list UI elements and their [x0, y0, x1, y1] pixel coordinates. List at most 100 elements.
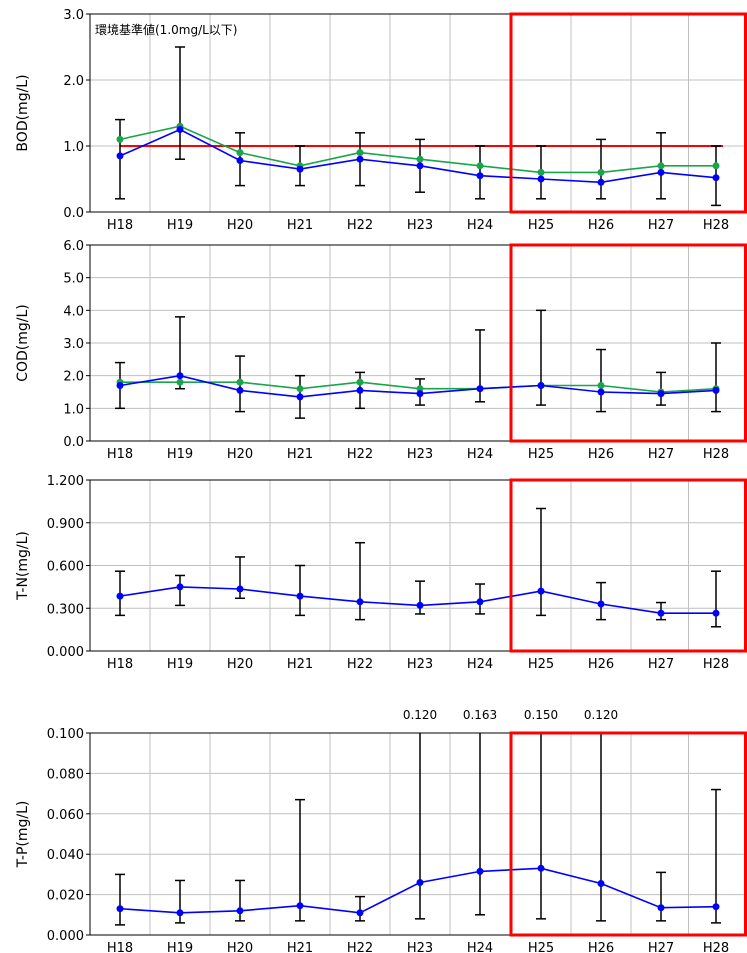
x-tick-label: H24	[467, 447, 493, 462]
data-point-blue	[597, 178, 605, 186]
y-axis-label: T-P(mg/L)	[15, 801, 31, 869]
x-tick-label: H22	[347, 657, 373, 672]
x-tick-label: H26	[588, 941, 614, 953]
x-tick-label: H25	[528, 447, 554, 462]
data-point-blue	[296, 393, 304, 401]
x-tick-label: H21	[287, 447, 313, 462]
data-point-blue	[116, 905, 124, 913]
data-point-blue	[356, 386, 364, 394]
data-point-blue	[416, 879, 424, 886]
x-tick-label: H24	[467, 657, 493, 672]
x-tick-label: H27	[648, 657, 674, 672]
data-point-blue	[476, 172, 484, 180]
data-point-green	[236, 149, 244, 157]
panel-0: 0.0 1.0 2.0 3.0 H18 H19 H20 H21 H22 H23 H24 H25 H26 H…	[15, 8, 747, 233]
data-point-blue	[657, 904, 665, 912]
series-line-blue	[119, 128, 717, 184]
x-tick-label: H20	[227, 657, 253, 672]
y-axis-label: BOD(mg/L)	[15, 74, 31, 151]
data-point-blue	[416, 390, 424, 398]
clipped-max-label: 0.163	[463, 708, 497, 722]
data-point-blue	[476, 598, 484, 606]
x-tick-label: H26	[588, 447, 614, 462]
data-point-green	[356, 378, 364, 386]
series-line-blue	[119, 586, 716, 615]
data-point-green	[476, 162, 484, 170]
y-tick-label: 0.080	[47, 767, 84, 782]
y-tick-label: 0.0	[63, 206, 84, 221]
x-tick-label: H18	[107, 941, 133, 953]
y-tick-label: 5.0	[63, 272, 84, 287]
data-point-green	[416, 155, 424, 163]
y-tick-label: 0.300	[47, 602, 84, 617]
y-tick-label: 4.0	[63, 304, 84, 319]
data-point-blue	[416, 162, 424, 170]
x-tick-label: H24	[467, 941, 493, 953]
y-tick-label: 0.000	[47, 929, 84, 944]
x-tick-label: H19	[167, 657, 193, 672]
data-point-blue	[476, 867, 484, 875]
x-tick-label: H23	[407, 657, 433, 672]
data-point-blue	[657, 168, 665, 176]
highlight-box	[509, 12, 747, 214]
highlight-box	[509, 478, 747, 653]
clipped-max-label: 0.120	[403, 708, 437, 722]
x-tick-label: H27	[648, 447, 674, 462]
data-point-blue	[712, 174, 720, 182]
data-point-blue	[657, 609, 665, 617]
data-point-blue	[356, 155, 364, 163]
data-point-blue	[712, 903, 720, 911]
data-point-blue	[296, 592, 304, 600]
x-tick-label: H19	[167, 447, 193, 462]
y-axis-label: COD(mg/L)	[15, 304, 31, 382]
y-tick-label: 0.060	[47, 808, 84, 823]
data-point-blue	[537, 864, 545, 872]
data-point-blue	[537, 175, 545, 183]
data-point-blue	[296, 165, 304, 173]
x-tick-label: H20	[227, 941, 253, 953]
y-tick-label: 0.600	[47, 560, 84, 575]
clipped-max-label: 0.120	[584, 708, 618, 722]
data-point-blue	[176, 372, 184, 380]
series-line-blue	[119, 867, 717, 914]
y-tick-label: 3.0	[63, 337, 84, 352]
data-point-green	[712, 162, 720, 170]
plot-frame	[89, 732, 747, 936]
x-tick-label: H19	[167, 941, 193, 953]
plot-frame	[89, 13, 747, 213]
data-point-blue	[356, 909, 364, 917]
y-tick-label: 0.040	[47, 848, 84, 863]
x-tick-label: H26	[588, 218, 614, 233]
data-point-blue	[236, 386, 244, 394]
x-tick-label: H25	[528, 657, 554, 672]
y-tick-label: 2.0	[63, 74, 84, 89]
x-tick-label: H18	[107, 657, 133, 672]
x-tick-label: H21	[287, 218, 313, 233]
x-tick-label: H21	[287, 657, 313, 672]
y-tick-label: 3.0	[63, 8, 84, 23]
data-point-green	[657, 162, 665, 170]
x-tick-label: H27	[648, 941, 674, 953]
y-tick-label: 0.020	[47, 889, 84, 904]
x-tick-label: H25	[528, 218, 554, 233]
panel-1: 0.0 1.0 2.0 3.0 4.0 5.0 6.0 H18 H19 H20 H21 H22 H23 H…	[15, 239, 747, 462]
data-point-green	[597, 168, 605, 176]
data-point-green	[296, 385, 304, 393]
y-tick-label: 2.0	[63, 370, 84, 385]
x-tick-label: H20	[227, 218, 253, 233]
x-tick-label: H23	[407, 218, 433, 233]
data-point-green	[356, 149, 364, 157]
data-point-blue	[296, 902, 304, 910]
highlight-box	[509, 731, 747, 937]
y-tick-label: 1.0	[63, 402, 84, 417]
data-point-green	[116, 135, 124, 143]
x-tick-label: H25	[528, 941, 554, 953]
x-tick-label: H21	[287, 941, 313, 953]
data-point-blue	[537, 587, 545, 595]
standard-label: 環境基準値(1.0mg/L以下)	[95, 22, 237, 37]
data-point-green	[416, 385, 424, 393]
x-tick-label: H23	[407, 941, 433, 953]
x-tick-label: H22	[347, 218, 373, 233]
data-point-green	[597, 382, 605, 389]
